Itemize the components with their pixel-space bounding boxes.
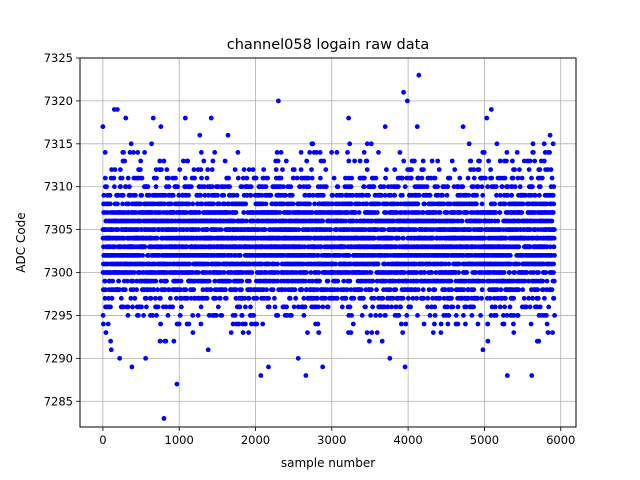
x-axis-ticks: 0 1000 2000 3000 4000 5000 6000: [99, 427, 575, 447]
data-point: [529, 373, 535, 378]
data-point: [320, 364, 326, 370]
y-axis-ticks: 7285 7290 7295 7300 7305 7310 7315 7320 7325: [44, 51, 80, 408]
data-point: [174, 381, 180, 387]
data-point: [205, 347, 211, 353]
data-point: [488, 107, 494, 112]
x-tick-label: 3000: [317, 433, 346, 447]
x-tick-label: 4000: [393, 433, 422, 447]
data-point: [416, 72, 422, 78]
data-point: [404, 98, 410, 104]
data-point: [129, 364, 135, 370]
data-point: [382, 124, 388, 130]
y-tick-label: 7290: [44, 351, 73, 365]
y-tick-label: 7305: [44, 223, 73, 237]
y-tick-label: 7300: [44, 266, 73, 280]
data-point: [484, 115, 490, 121]
data-point: [108, 347, 114, 353]
data-point: [123, 115, 129, 121]
data-point-band: [100, 141, 557, 344]
data-point: [295, 355, 301, 361]
data-point: [100, 124, 106, 130]
data-point: [414, 124, 420, 130]
data-point: [161, 416, 167, 421]
data-point: [480, 347, 486, 353]
data-point: [258, 373, 264, 378]
data-point: [117, 355, 123, 361]
data-point: [208, 115, 214, 121]
y-tick-label: 7310: [44, 180, 73, 194]
data-point: [303, 373, 309, 378]
x-tick-label: 0: [99, 433, 106, 447]
data-point: [182, 115, 188, 121]
y-tick-label: 7325: [44, 51, 73, 65]
x-tick-label: 1000: [165, 433, 194, 447]
x-axis-label: sample number: [281, 456, 375, 470]
data-point: [402, 364, 408, 370]
data-point: [143, 355, 149, 361]
data-point: [266, 364, 271, 370]
data-point: [346, 115, 352, 121]
data-point: [197, 132, 203, 138]
y-tick-label: 7285: [44, 394, 73, 408]
data-point: [114, 107, 120, 112]
data-point: [171, 338, 177, 344]
plot-frame: [79, 57, 577, 428]
data-point: [547, 132, 553, 138]
data-point: [150, 115, 156, 121]
y-tick-label: 7295: [44, 308, 73, 322]
data-point: [225, 132, 231, 138]
data-point: [504, 373, 510, 378]
data-point: [387, 355, 393, 361]
data-point: [103, 330, 109, 336]
data-point: [276, 98, 281, 104]
chart-title: channel058 logain raw data: [227, 37, 429, 53]
x-tick-label: 2000: [241, 433, 270, 447]
y-tick-label: 7315: [44, 137, 73, 151]
data-point: [401, 89, 406, 95]
y-axis-label: ADC Code: [14, 212, 28, 272]
x-tick-label: 5000: [470, 433, 499, 447]
data-point: [158, 124, 164, 130]
data-points: [100, 72, 557, 421]
x-tick-label: 6000: [546, 433, 575, 447]
y-tick-label: 7320: [44, 94, 73, 108]
data-point: [460, 124, 466, 130]
